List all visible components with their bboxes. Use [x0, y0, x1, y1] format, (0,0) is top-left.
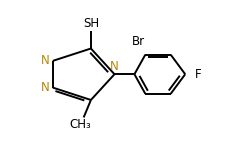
Text: Br: Br [132, 35, 145, 48]
Text: SH: SH [83, 17, 99, 30]
Text: F: F [195, 68, 201, 81]
Text: N: N [41, 54, 50, 67]
Text: CH₃: CH₃ [69, 118, 91, 131]
Text: N: N [41, 81, 50, 94]
Text: N: N [110, 60, 119, 72]
